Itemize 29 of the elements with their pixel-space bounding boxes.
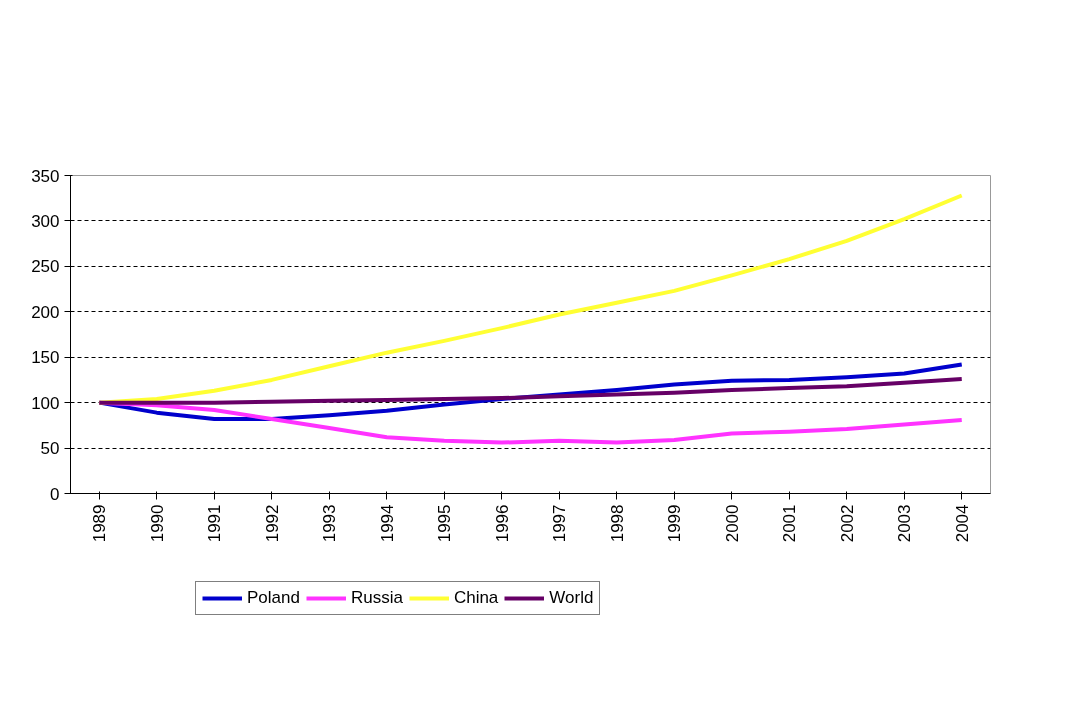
x-tick-label: 2004: [952, 504, 972, 543]
legend-label: China: [453, 588, 499, 608]
x-tick-label: 1992: [262, 504, 282, 543]
legend-label: World: [549, 588, 594, 608]
y-tick-label: 200: [31, 302, 60, 322]
x-tick-label: 2001: [780, 504, 800, 543]
x-tick-label: 1998: [607, 504, 627, 543]
x-tick-label: 1997: [550, 504, 570, 543]
y-tick-label: 350: [31, 166, 60, 186]
y-tick-label: 250: [31, 257, 60, 277]
x-tick-label: 1996: [492, 504, 512, 543]
x-tick-label: 1990: [147, 504, 167, 543]
x-tick-label: 1991: [205, 504, 225, 543]
x-tick-label: 2002: [837, 504, 857, 543]
line-series: [97, 377, 964, 405]
y-tick-label: 0: [50, 484, 60, 504]
x-tick-label: 1995: [435, 504, 455, 543]
x-tick-label: 1993: [320, 504, 340, 543]
legend-label: Poland: [247, 588, 300, 608]
legend-label: Russia: [350, 588, 403, 608]
y-tick-label: 300: [31, 211, 60, 231]
x-tick-label: 2000: [722, 504, 742, 543]
y-tick-label: 100: [31, 393, 60, 413]
x-tick-label: 1999: [665, 504, 685, 543]
y-tick-label: 50: [40, 439, 60, 459]
x-tick-label: 1989: [90, 504, 110, 543]
x-tick-label: 2003: [895, 504, 915, 543]
y-tick-label: 150: [31, 348, 60, 368]
x-tick-label: 1994: [377, 504, 397, 543]
